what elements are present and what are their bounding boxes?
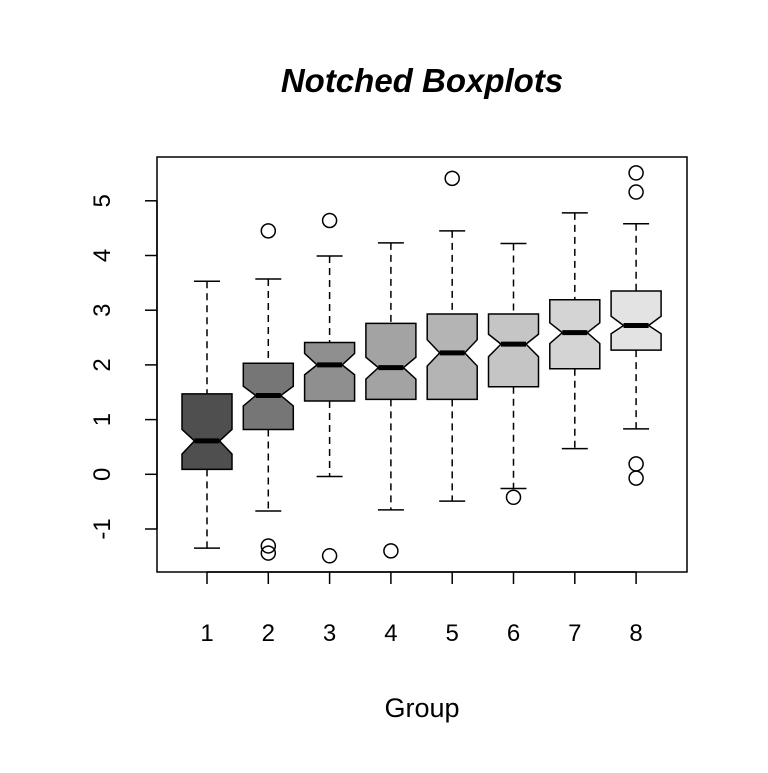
y-tick-label: 5 xyxy=(89,194,116,207)
box-group-1 xyxy=(181,280,233,549)
notched-box xyxy=(365,322,417,401)
box-group-8 xyxy=(610,165,662,486)
y-tick-label: 0 xyxy=(89,468,116,481)
x-tick-label: 3 xyxy=(323,620,336,647)
y-tick-label: 2 xyxy=(89,358,116,371)
x-tick-label: 5 xyxy=(446,620,459,647)
y-tick-label: -1 xyxy=(89,518,116,539)
box-group-3 xyxy=(303,212,356,564)
notched-box xyxy=(303,341,356,402)
outlier-point xyxy=(444,170,460,187)
outlier-point xyxy=(321,548,338,564)
chart-title: Notched Boxplots xyxy=(281,62,563,99)
x-tick-label: 8 xyxy=(629,620,642,647)
outlier-point xyxy=(383,543,399,559)
y-tick-label: 1 xyxy=(89,413,116,426)
x-tick-label: 2 xyxy=(262,620,275,647)
x-axis-label: Group xyxy=(384,693,459,723)
x-tick-label: 7 xyxy=(568,620,581,647)
y-tick-label: 3 xyxy=(89,304,116,317)
notched-box xyxy=(181,393,233,471)
plot-frame xyxy=(156,156,688,573)
x-tick-label: 4 xyxy=(384,620,397,647)
outlier-point xyxy=(628,165,644,181)
box-group-4 xyxy=(365,242,417,559)
outlier-point xyxy=(505,489,522,506)
box-group-5 xyxy=(426,170,478,502)
box-group-6 xyxy=(487,242,540,506)
x-tick-label: 6 xyxy=(507,620,520,647)
notched-box xyxy=(487,313,540,388)
box-group-7 xyxy=(549,212,601,450)
box-group-2 xyxy=(242,223,295,561)
x-axis: 1 2 3 4 5 6 7 8 xyxy=(200,571,643,647)
outlier-point xyxy=(260,545,277,561)
outlier-point xyxy=(628,456,644,472)
outlier-point xyxy=(260,538,277,554)
outlier-point xyxy=(321,212,338,229)
outlier-point xyxy=(628,184,644,200)
boxes xyxy=(181,165,662,564)
notched-box xyxy=(610,290,662,351)
y-axis: -1 0 1 2 3 4 5 xyxy=(89,194,158,540)
x-tick-label: 1 xyxy=(200,620,213,647)
notched-box xyxy=(426,313,478,401)
y-tick-label: 4 xyxy=(89,249,116,262)
outlier-point xyxy=(628,470,644,486)
outlier-point xyxy=(260,223,277,239)
